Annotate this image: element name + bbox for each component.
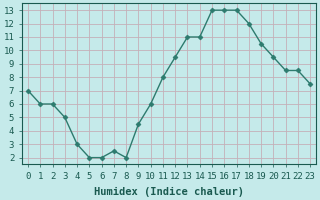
X-axis label: Humidex (Indice chaleur): Humidex (Indice chaleur) <box>94 186 244 197</box>
